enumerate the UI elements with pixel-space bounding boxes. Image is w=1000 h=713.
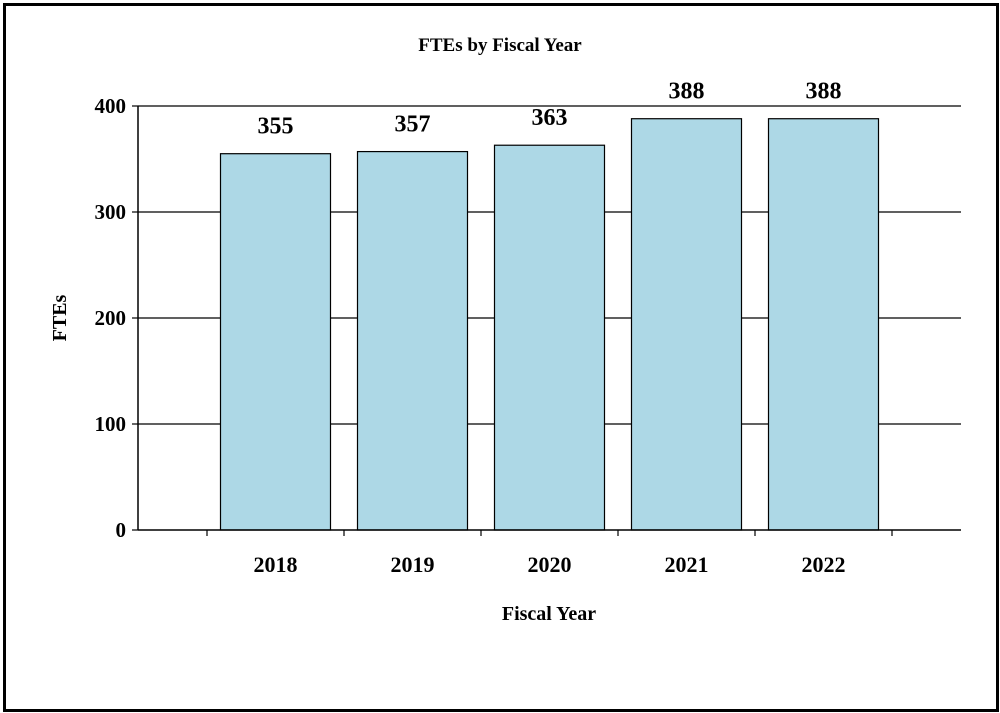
x-tick-label: 2018 [254, 552, 298, 577]
y-tick-label: 400 [95, 94, 127, 118]
x-axis-label: Fiscal Year [502, 603, 596, 625]
data-label: 357 [395, 112, 431, 138]
bar-2021 [630, 118, 743, 531]
bars [219, 118, 880, 531]
bar-2020 [493, 144, 606, 531]
x-tick-label: 2020 [528, 552, 572, 577]
y-axis-label: FTEs [49, 294, 71, 341]
x-tick-label: 2022 [802, 552, 846, 577]
y-tick-label: 200 [95, 306, 127, 330]
data-label: 388 [669, 79, 705, 105]
x-tick-label: 2021 [665, 552, 709, 577]
bar-2018 [219, 153, 332, 531]
data-label: 355 [258, 114, 294, 140]
chart-title: FTEs by Fiscal Year [418, 35, 582, 56]
y-tick-label: 300 [95, 200, 127, 224]
y-tick-label: 0 [116, 518, 127, 542]
y-tick-labels: 0 100 200 300 400 [95, 94, 138, 542]
bar-2019 [356, 150, 469, 531]
x-tick-label: 2019 [391, 552, 435, 577]
data-label: 388 [806, 79, 842, 105]
x-tick-labels: 2018 2019 2020 2021 2022 [206, 530, 893, 577]
bar-2022 [767, 118, 880, 531]
data-label: 363 [532, 105, 568, 131]
y-tick-label: 100 [95, 412, 127, 436]
data-labels: 355 357 363 388 388 [258, 79, 842, 140]
